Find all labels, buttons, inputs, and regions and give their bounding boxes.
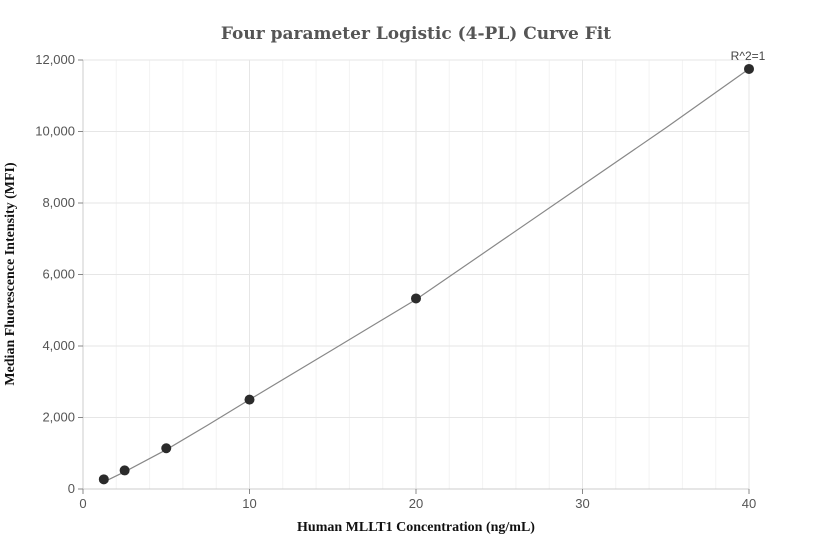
grid (83, 59, 750, 489)
y-tick-label: 8,000 (42, 195, 75, 210)
y-tick-label: 12,000 (35, 52, 75, 67)
y-axis-title: Median Fluorescence Intensity (MFI) (3, 162, 18, 386)
x-axis-title: Human MLLT1 Concentration (ng/mL) (297, 520, 535, 535)
data-point (411, 293, 421, 304)
ticks: 0 10 20 30 40 0 2,000 4,000 6,000 8,000 10,000 12,0… (35, 52, 756, 511)
y-tick-label: 0 (68, 481, 75, 496)
data-points (98, 63, 754, 485)
x-tick-label: 20 (409, 496, 423, 511)
y-tick-label: 10,000 (35, 124, 75, 139)
data-point (98, 474, 109, 485)
y-tick-label: 4,000 (42, 338, 75, 353)
data-point (119, 465, 130, 476)
y-tick-label: 2,000 (42, 410, 75, 425)
r-squared-annotation: R^2=1 (731, 49, 766, 63)
x-tick-label: 30 (575, 496, 589, 511)
chart-title: Four parameter Logistic (4-PL) Curve Fit (221, 24, 611, 44)
data-point (744, 63, 754, 74)
x-tick-label: 0 (79, 496, 86, 511)
x-tick-label: 40 (742, 496, 756, 511)
data-point (244, 394, 255, 405)
x-tick-label: 10 (242, 496, 256, 511)
data-point (161, 443, 172, 454)
y-tick-label: 6,000 (42, 267, 75, 282)
fit-curve-line (103, 68, 750, 483)
